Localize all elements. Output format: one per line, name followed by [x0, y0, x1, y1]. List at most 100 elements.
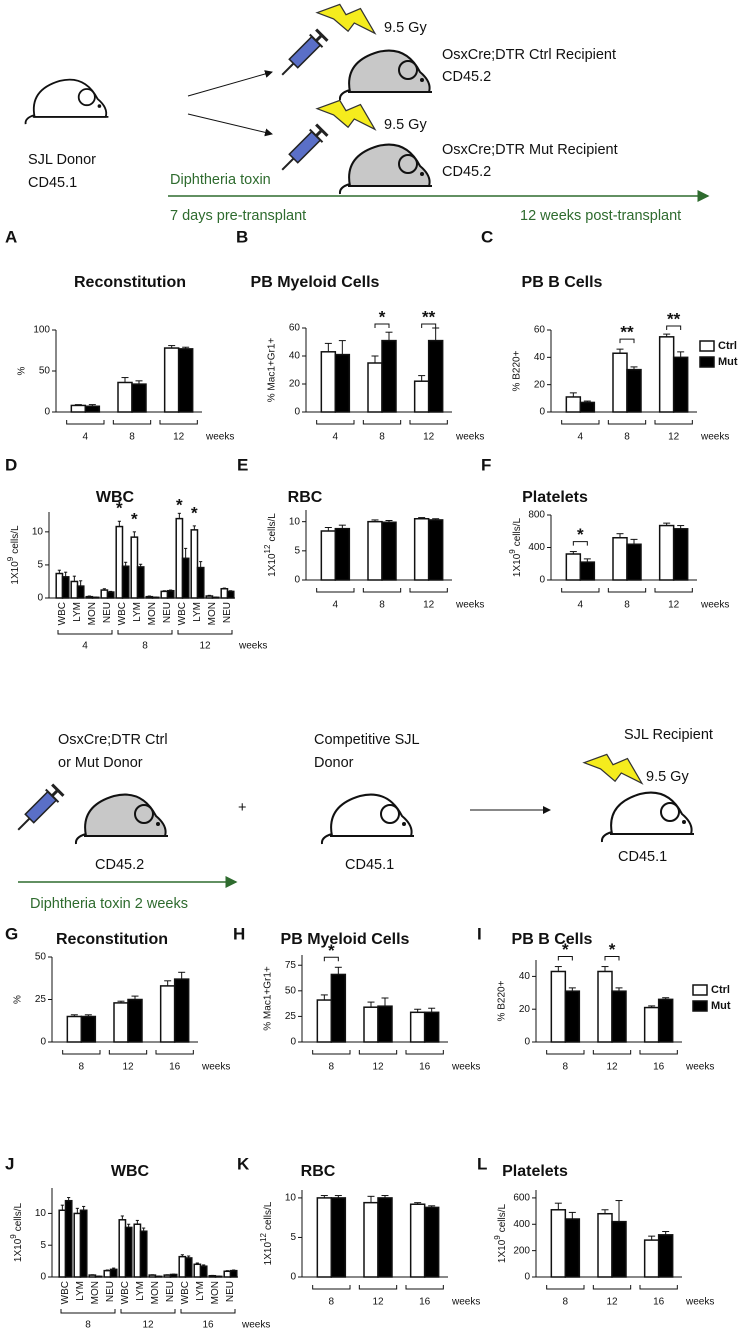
bar — [70, 404, 87, 413]
dose-label: 9.5 Gy — [384, 117, 427, 133]
bar — [159, 985, 176, 1043]
x-tick-label: NEU — [225, 1281, 236, 1302]
panel-letter: I — [477, 924, 482, 943]
bar — [597, 970, 613, 1043]
mut-recipient-cd: CD45.2 — [442, 164, 491, 180]
category-bracket — [108, 1050, 148, 1055]
bar — [643, 1006, 660, 1043]
category-bracket — [546, 1050, 585, 1055]
bar — [550, 1209, 567, 1278]
panel-letter: B — [236, 227, 248, 246]
y-axis-label-part: 1X10 — [13, 1238, 24, 1262]
bar — [66, 1015, 83, 1043]
panel-letter: A — [5, 227, 17, 246]
bar — [113, 1002, 129, 1043]
category-bracket — [409, 420, 448, 425]
chart-title: RBC — [301, 1163, 336, 1180]
x-tick-label: WBC — [57, 602, 68, 625]
x-tick-label: NEU — [105, 1281, 116, 1302]
x-tick-label: 12 — [668, 600, 680, 611]
bar — [564, 990, 581, 1043]
x-tick-label: MON — [210, 1281, 221, 1304]
category-bracket — [405, 1285, 444, 1290]
y-tick-label: 600 — [513, 1193, 530, 1204]
x-tick-label: 8 — [379, 600, 385, 611]
x-tick-label: MON — [87, 602, 98, 625]
bar — [565, 396, 582, 413]
bar — [367, 520, 383, 581]
y-tick-label: 10 — [35, 1208, 47, 1219]
y-axis-label-part: 1X10 — [512, 553, 523, 577]
bar — [579, 561, 596, 581]
x-tick-label: 12 — [423, 600, 435, 611]
x-tick-label: 16 — [653, 1297, 665, 1308]
bar — [229, 1269, 238, 1278]
irradiation-icon — [583, 753, 643, 784]
irradiation-icon — [316, 99, 376, 130]
y-tick-label: 0 — [539, 407, 545, 418]
x-tick-label: NEU — [165, 1281, 176, 1302]
bar — [611, 990, 627, 1043]
y-axis-label: % B220+ — [497, 980, 508, 1021]
bar — [109, 1268, 118, 1278]
y-tick-label: 0 — [524, 1272, 530, 1283]
chart-title: RBC — [288, 489, 323, 506]
y-tick-label: 0 — [37, 593, 43, 604]
x-tick-label: 8 — [129, 432, 135, 443]
significance-bracket — [619, 338, 635, 344]
bar — [320, 530, 337, 581]
significance-bracket — [666, 325, 682, 330]
bar — [196, 566, 205, 599]
bar — [565, 553, 582, 581]
bar — [320, 351, 337, 413]
y-axis-label: 1X109 cells/L — [9, 1202, 24, 1262]
legend-label: Ctrl — [718, 340, 737, 352]
y-tick-label: 10 — [285, 1193, 297, 1204]
x-axis-label: weeks — [685, 1062, 714, 1073]
donor-cd: CD45.2 — [95, 857, 144, 873]
category-bracket — [639, 1285, 678, 1290]
y-axis-label: 1X1012 cells/L — [263, 513, 278, 577]
legend-label: Mut — [718, 356, 738, 368]
x-tick-label: WBC — [60, 1281, 71, 1304]
bar — [70, 580, 79, 599]
y-axis-label-part: cells/L — [13, 1202, 24, 1231]
bar — [626, 543, 642, 581]
x-tick-label: WBC — [177, 602, 188, 625]
bar — [423, 1206, 440, 1278]
y-axis-label-part: cells/L — [267, 513, 278, 542]
category-bracket — [546, 1285, 585, 1290]
bar — [409, 1011, 426, 1043]
category-bracket — [316, 420, 355, 425]
category-bracket — [159, 420, 198, 425]
y-tick-label: 20 — [519, 1004, 531, 1015]
bar — [184, 1257, 193, 1278]
significance-label: * — [328, 941, 335, 960]
category-bracket — [561, 588, 600, 593]
group-bracket — [120, 1309, 176, 1314]
x-tick-label: NEU — [222, 602, 233, 623]
panel-letter: F — [481, 455, 491, 474]
category-bracket — [362, 588, 402, 593]
x-axis-label: weeks — [455, 432, 484, 443]
panel-letter: G — [5, 924, 18, 943]
bar — [626, 368, 642, 413]
legend-swatch — [699, 356, 715, 368]
y-axis-label-part: 9 — [6, 556, 15, 561]
significance-bracket — [557, 956, 573, 961]
y-axis-label: % — [13, 995, 24, 1004]
bar — [612, 352, 628, 413]
category-bracket — [409, 588, 448, 593]
x-tick-label: 4 — [333, 600, 339, 611]
bar — [363, 1006, 379, 1043]
chart-title: WBC — [111, 1163, 150, 1180]
legend-label: Mut — [711, 1000, 731, 1012]
x-tick-label: 12 — [423, 432, 435, 443]
group-bracket — [180, 1309, 236, 1314]
x-tick-label: LYM — [192, 602, 203, 622]
bar — [409, 1203, 426, 1278]
significance-label: ** — [422, 307, 436, 326]
category-bracket — [358, 1050, 398, 1055]
panel-letter: D — [5, 455, 17, 474]
bar — [178, 1255, 187, 1278]
